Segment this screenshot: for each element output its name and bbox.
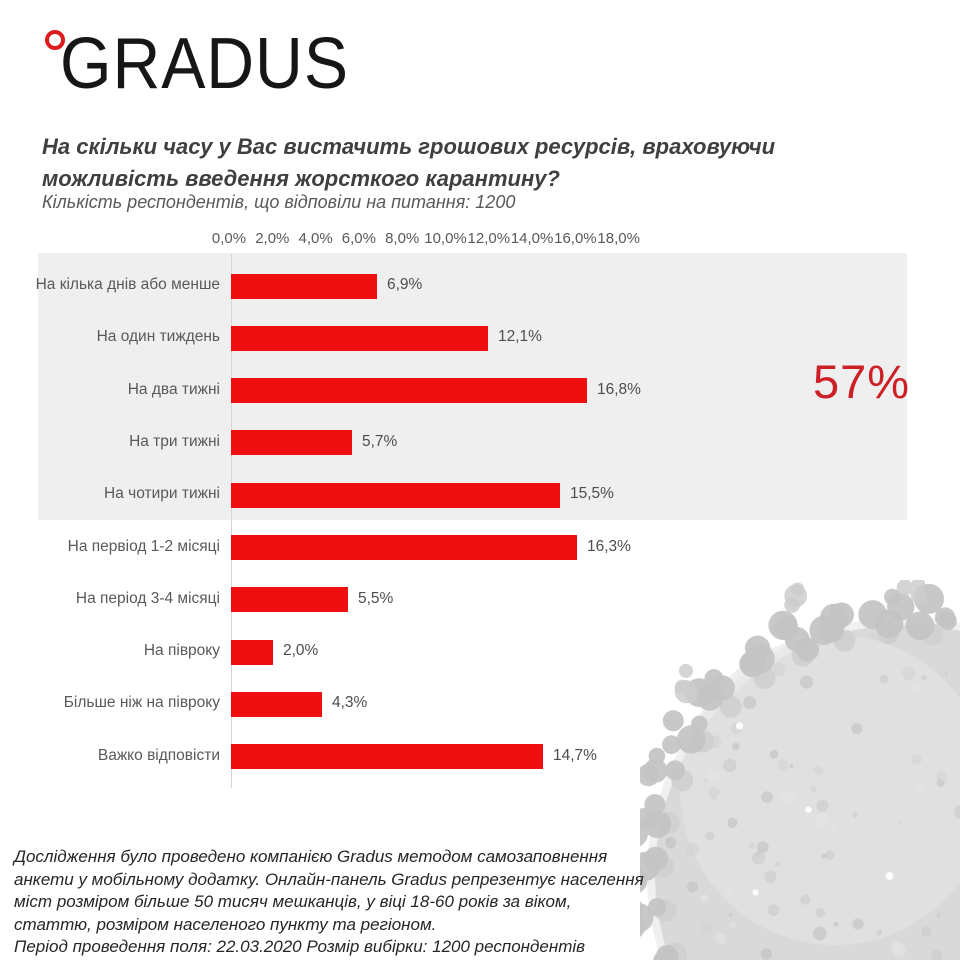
category-label: На кілька днів або менше [35, 276, 220, 293]
value-label: 4,3% [332, 694, 368, 712]
x-axis-tick: 16,0% [554, 230, 597, 247]
category-label: На первіод 1-2 місяці [67, 537, 220, 555]
footnote-line-5: Період проведення поля: 22.03.2020 Розмі… [14, 937, 586, 956]
category-label: На один тиждень [96, 328, 220, 346]
bar-9 [231, 691, 322, 717]
category-label: Більше ніж на півроку [63, 694, 220, 712]
x-axis-tick: 14,0% [510, 230, 554, 247]
category-label: На чотири тижні [104, 485, 220, 503]
category-label: На два тижні [127, 380, 220, 398]
value-label: 16,8% [597, 380, 641, 398]
methodology-footnote: Дослідження було проведено компанією Gra… [14, 846, 644, 959]
bar-2 [231, 325, 488, 351]
x-axis-tick: 8,0% [385, 230, 420, 247]
value-label: 5,7% [362, 432, 398, 450]
footnote-line-3: міст розміром більше 50 тисяч мешканців,… [14, 892, 572, 911]
category-label: Важко відповісти [97, 746, 220, 764]
x-axis-tick: 6,0% [341, 230, 376, 247]
y-axis-line [231, 254, 232, 788]
category-label: На період 3-4 місяці [75, 589, 220, 607]
respondents-note: Кількість респондентів, що відповіли на … [42, 192, 516, 212]
x-axis-tick: 2,0% [255, 230, 290, 247]
x-axis-tick: 10,0% [424, 230, 467, 247]
bar-1 [231, 273, 377, 299]
logo-text: GRADUS [60, 24, 349, 104]
footnote-line-1: Дослідження було проведено компанією Gra… [14, 847, 608, 866]
value-label: 16,3% [587, 537, 631, 555]
bar-6 [231, 535, 577, 560]
bar-4 [231, 430, 352, 456]
x-axis-tick: 4,0% [298, 230, 333, 247]
gradus-logo: GRADUS [42, 24, 382, 118]
bar-5 [231, 482, 560, 508]
value-label: 15,5% [570, 485, 614, 503]
bar-10 [231, 744, 543, 770]
category-label: На півроку [143, 642, 220, 660]
category-label: На три тижні [129, 432, 220, 450]
value-label: 5,5% [358, 589, 394, 607]
highlight-callout: 57% [813, 355, 911, 408]
footnote-line-2: анкети у мобільному додатку. Онлайн-пане… [14, 869, 644, 889]
x-axis-tick: 12,0% [467, 230, 511, 247]
footnote-line-4: статтю, розміром населеного пункту та ре… [14, 914, 437, 934]
bar-chart: 57% 0,0% 2,0% 4,0% 6,0% 8,0% 10,0% 12,0% 14,0% 1… [0, 228, 960, 798]
value-label: 14,7% [553, 746, 597, 764]
bar-8 [231, 639, 273, 665]
x-axis-tick: 0,0% [211, 230, 247, 247]
bar-3 [231, 378, 587, 404]
x-axis-tick: 18,0% [597, 230, 640, 247]
value-label: 6,9% [387, 276, 423, 293]
bar-7 [231, 587, 348, 613]
title-line-2: можливість введення жорсткого карантину? [42, 166, 560, 191]
coronavirus-image [640, 580, 960, 960]
title-line-1: На скільки часу у Вас вистачить грошових… [42, 134, 776, 159]
degree-circle-icon [45, 30, 65, 50]
value-label: 12,1% [498, 328, 542, 346]
page-title: На скільки часу у Вас вистачить грошових… [42, 131, 775, 195]
value-label: 2,0% [283, 642, 319, 660]
